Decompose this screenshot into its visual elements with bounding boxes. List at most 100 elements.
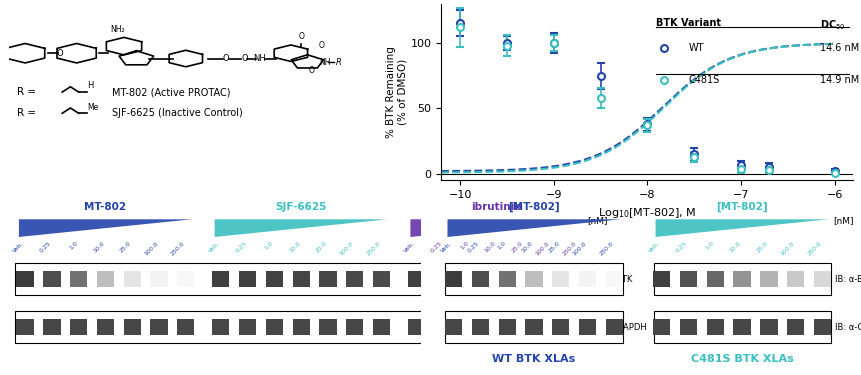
Bar [265, 319, 282, 335]
Bar [96, 272, 114, 287]
Text: 100.0: 100.0 [338, 240, 355, 256]
Text: 10.0: 10.0 [92, 240, 105, 254]
Text: 100.0: 100.0 [571, 240, 587, 256]
Text: 1.0: 1.0 [263, 240, 274, 251]
Bar [733, 319, 750, 335]
Text: O: O [298, 32, 304, 41]
Bar [605, 319, 623, 335]
Text: C481S: C481S [688, 75, 719, 85]
Polygon shape [19, 219, 192, 237]
Polygon shape [214, 219, 387, 237]
Bar [212, 319, 229, 335]
Bar [444, 319, 461, 335]
Text: 25.0: 25.0 [755, 240, 768, 254]
Text: [MT-802]: [MT-802] [715, 202, 767, 212]
Bar [434, 272, 451, 287]
X-axis label: Log$_{10}$[MT-802], M: Log$_{10}$[MT-802], M [598, 206, 696, 220]
Text: NH: NH [252, 54, 265, 63]
Bar [292, 319, 309, 335]
Bar [786, 319, 803, 335]
Text: 250.0: 250.0 [598, 240, 614, 256]
Text: 14.6 nM: 14.6 nM [820, 43, 858, 53]
Bar [786, 272, 803, 287]
Bar [346, 319, 363, 335]
Text: 14.9 nM: 14.9 nM [820, 75, 858, 85]
Bar [319, 272, 337, 287]
Bar [568, 319, 585, 335]
Text: 250.0: 250.0 [806, 240, 821, 256]
Bar [445, 311, 622, 343]
Text: NH: NH [319, 57, 331, 66]
Text: H: H [87, 81, 93, 90]
Bar [177, 272, 195, 287]
Bar [605, 272, 623, 287]
Bar [542, 319, 559, 335]
Bar [373, 272, 390, 287]
Text: ibrutinib: ibrutinib [471, 202, 522, 211]
Bar [471, 272, 488, 287]
Bar [487, 319, 505, 335]
Bar [498, 272, 515, 287]
Text: Me: Me [87, 103, 98, 112]
Text: 0.25: 0.25 [430, 240, 443, 254]
Text: Veh.: Veh. [208, 240, 220, 254]
Bar [15, 311, 587, 343]
Bar [407, 272, 424, 287]
Text: 10.0: 10.0 [728, 240, 741, 254]
Text: [nM]: [nM] [832, 217, 852, 226]
Text: C481S BTK XLAs: C481S BTK XLAs [690, 354, 793, 364]
Text: IB: α-BTK: IB: α-BTK [593, 275, 631, 284]
Y-axis label: % BTK Remaining
(% of DMSO): % BTK Remaining (% of DMSO) [386, 46, 407, 138]
Bar [96, 319, 114, 335]
Bar [552, 319, 569, 335]
Text: 0.25: 0.25 [674, 240, 688, 254]
Text: 25.0: 25.0 [510, 240, 523, 254]
Text: 1.0: 1.0 [496, 240, 506, 251]
Text: O: O [223, 54, 229, 63]
Bar [292, 272, 309, 287]
Text: 0.25: 0.25 [234, 240, 247, 254]
Text: O: O [57, 49, 64, 58]
Bar [373, 319, 390, 335]
Bar [552, 272, 569, 287]
Text: R =: R = [17, 87, 40, 97]
Bar [407, 319, 424, 335]
Bar [16, 319, 34, 335]
Text: Veh.: Veh. [12, 240, 25, 254]
Bar [679, 272, 697, 287]
Bar [434, 319, 451, 335]
Text: IB: α-BTK: IB: α-BTK [833, 275, 861, 284]
Bar [759, 272, 777, 287]
Text: Veh.: Veh. [440, 240, 453, 254]
Bar [498, 319, 515, 335]
Bar [238, 272, 256, 287]
Bar [461, 319, 478, 335]
Bar [150, 319, 168, 335]
Bar [177, 319, 195, 335]
Bar [319, 319, 337, 335]
Bar [706, 319, 723, 335]
Bar [524, 272, 542, 287]
Bar [759, 319, 777, 335]
Text: O: O [319, 41, 325, 50]
Text: IB: α-GAPDH: IB: α-GAPDH [833, 322, 861, 332]
Bar [212, 272, 229, 287]
Bar [813, 319, 830, 335]
Bar [542, 272, 559, 287]
Text: 25.0: 25.0 [547, 240, 561, 254]
Text: 10.0: 10.0 [520, 240, 534, 254]
Text: 1.0: 1.0 [704, 240, 715, 251]
Text: O: O [308, 66, 314, 75]
Text: 0.25: 0.25 [39, 240, 52, 254]
Text: 1.0: 1.0 [459, 240, 469, 251]
Text: 250.0: 250.0 [365, 240, 381, 256]
Bar [445, 264, 622, 295]
Polygon shape [410, 219, 583, 237]
Bar [444, 272, 461, 287]
Bar [579, 319, 596, 335]
Bar [123, 272, 140, 287]
Text: [nM]: [nM] [587, 217, 607, 226]
Bar [515, 319, 532, 335]
Bar [524, 319, 542, 335]
Text: 1.0: 1.0 [68, 240, 78, 251]
